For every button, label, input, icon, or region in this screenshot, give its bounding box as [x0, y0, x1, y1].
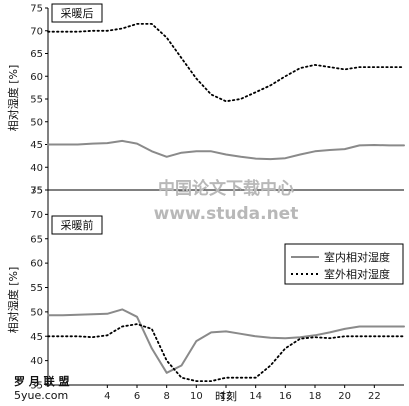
- logo-url: 5yue.com: [14, 389, 68, 402]
- bottom-y-tick-label: 55: [30, 283, 43, 294]
- top-y-tick-label: 45: [30, 140, 43, 151]
- top-y-tick-label: 55: [30, 95, 43, 106]
- bottom-outdoor-humidity-line: [47, 323, 405, 383]
- x-tick-label: 18: [309, 391, 322, 402]
- top-y-tick-label: 65: [30, 49, 43, 60]
- panel-after-heating: 35 40 45 50 55 60 65 70 75 采暖后 相对湿度 [%]: [6, 3, 405, 197]
- x-tick-label: 14: [249, 391, 262, 402]
- top-indoor-humidity-line: [47, 139, 405, 161]
- top-y-axis-label: 相对湿度 [%]: [6, 65, 20, 132]
- top-panel-title: 采暖后: [61, 7, 94, 20]
- watermark-line1: 中国论文下载中心: [158, 178, 294, 199]
- bottom-y-tick-label: 40: [30, 356, 43, 367]
- bottom-y-tick-label: 45: [30, 332, 43, 343]
- legend-label-indoor: 室内相对湿度: [324, 250, 390, 264]
- x-tick-label: 12: [220, 391, 233, 402]
- legend-box: [284, 243, 404, 285]
- top-title-box: [51, 3, 103, 23]
- bottom-y-tick-label: 65: [30, 234, 43, 245]
- bottom-y-axis-label: 相对湿度 [%]: [6, 267, 20, 334]
- bottom-panel-title: 采暖前: [61, 218, 94, 232]
- panel-before-heating: 35 40 45 50 55 60 65 70 75 4 6 8 10 12 14 16 18 20 22 采暖前…: [6, 186, 405, 403]
- top-y-tick-label: 35: [30, 186, 43, 197]
- top-y-tick-label: 70: [30, 26, 43, 37]
- bottom-title-box: [51, 215, 103, 235]
- top-y-tick-label: 50: [30, 117, 43, 128]
- logo-text: 罗 月 联 盟: [14, 374, 70, 388]
- bottom-y-tick-label: 75: [30, 186, 43, 197]
- top-series-group: [47, 22, 405, 161]
- x-tick-label: 6: [134, 391, 140, 402]
- x-tick-label: 4: [104, 391, 110, 402]
- x-tick-label: 22: [368, 391, 381, 402]
- bottom-x-axis-label: 时刻: [215, 389, 237, 403]
- bottom-y-tick-label: 70: [30, 210, 43, 221]
- bottom-y-tick-label: 60: [30, 259, 43, 270]
- x-tick-label: 10: [190, 391, 203, 402]
- top-y-tick-label: 60: [30, 72, 43, 83]
- watermark-line2: www.studa.net: [154, 204, 299, 224]
- legend: 室内相对湿度 室外相对湿度: [284, 243, 404, 285]
- bottom-y-tick-label: 35: [30, 381, 43, 392]
- bottom-y-tick-label: 50: [30, 307, 43, 318]
- top-outdoor-humidity-line: [47, 22, 405, 103]
- legend-label-outdoor: 室外相对湿度: [324, 267, 390, 281]
- bottom-series-group: [47, 308, 405, 383]
- top-y-tick-label: 75: [30, 4, 43, 15]
- top-y-ticks: 35 40 45 50 55 60 65 70 75: [30, 4, 48, 197]
- bottom-indoor-humidity-line: [47, 308, 405, 374]
- x-tick-label: 16: [279, 391, 292, 402]
- x-tick-label: 20: [338, 391, 351, 402]
- bottom-x-ticks: 4 6 8 10 12 14 16 18 20 22: [104, 385, 381, 402]
- x-tick-label: 8: [163, 391, 169, 402]
- bottom-y-ticks: 35 40 45 50 55 60 65 70 75: [30, 186, 48, 392]
- top-y-tick-label: 40: [30, 163, 43, 174]
